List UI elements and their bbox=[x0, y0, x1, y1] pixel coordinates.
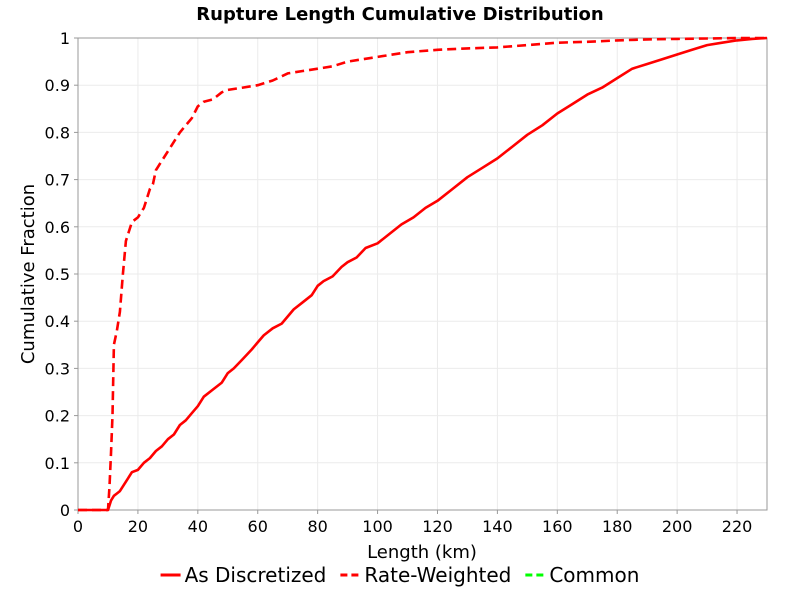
chart-title: Rupture Length Cumulative Distribution bbox=[196, 4, 603, 25]
y-tick-label: 0.8 bbox=[45, 123, 70, 142]
series-line-as-discretized bbox=[78, 36, 768, 512]
x-tick-label: 100 bbox=[362, 517, 393, 536]
y-tick-label: 0.2 bbox=[45, 407, 70, 426]
y-tick-label: 0 bbox=[60, 501, 70, 520]
legend-label-as-discretized: As Discretized bbox=[185, 563, 327, 587]
x-tick-label: 20 bbox=[128, 517, 148, 536]
legend-label-rate-weighted: Rate-Weighted bbox=[364, 563, 511, 587]
legend-label-common: Common bbox=[549, 563, 639, 587]
x-tick-label: 40 bbox=[188, 517, 208, 536]
y-tick-label: 1 bbox=[60, 29, 70, 48]
x-tick-label: 160 bbox=[542, 517, 573, 536]
x-tick-label: 80 bbox=[307, 517, 327, 536]
y-tick-label: 0.5 bbox=[45, 265, 70, 284]
y-tick-label: 0.6 bbox=[45, 218, 70, 237]
x-tick-label: 120 bbox=[422, 517, 453, 536]
y-tick-label: 0.4 bbox=[45, 312, 70, 331]
y-tick-label: 0.1 bbox=[45, 454, 70, 473]
x-tick-label: 0 bbox=[73, 517, 83, 536]
x-tick-label: 180 bbox=[602, 517, 633, 536]
y-tick-label: 0.7 bbox=[45, 171, 70, 190]
x-tick-label: 220 bbox=[722, 517, 753, 536]
legend: As Discretized Rate-Weighted Common bbox=[160, 563, 639, 587]
y-tick-label: 0.3 bbox=[45, 359, 70, 378]
y-tick-label: 0.9 bbox=[45, 76, 70, 95]
x-tick-label: 140 bbox=[482, 517, 513, 536]
x-tick-label: 60 bbox=[248, 517, 268, 536]
x-axis-label: Length (km) bbox=[367, 542, 477, 563]
y-axis-label: Cumulative Fraction bbox=[18, 184, 39, 364]
series-line-rate-weighted bbox=[78, 36, 767, 512]
x-tick-label: 200 bbox=[662, 517, 693, 536]
plot-area: 0 20 40 60 80 100 120 140 160 180 200 220 0 0.1 0.2 0.3… bbox=[45, 29, 768, 536]
